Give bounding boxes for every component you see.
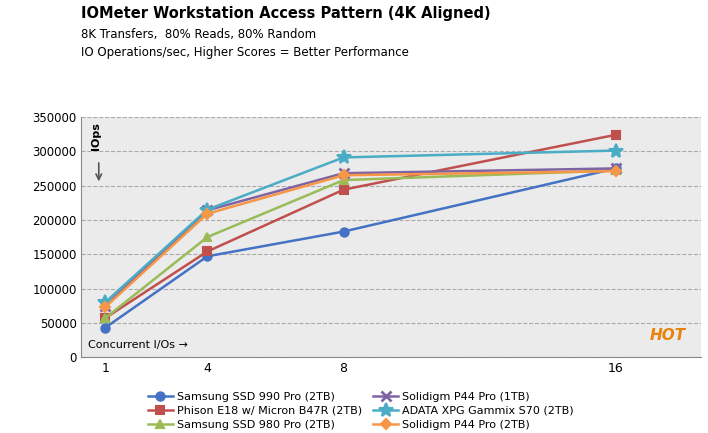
- Samsung SSD 980 Pro (2TB): [203, 235, 212, 240]
- Line: ADATA XPG Gammix S70 (2TB): ADATA XPG Gammix S70 (2TB): [98, 144, 623, 309]
- Phison E18 w/ Micron B47R (2TB): [612, 132, 620, 137]
- Legend: Samsung SSD 990 Pro (2TB), Phison E18 w/ Micron B47R (2TB), Samsung SSD 980 Pro : Samsung SSD 990 Pro (2TB), Phison E18 w/…: [148, 392, 574, 430]
- Solidigm P44 Pro (1TB): [203, 208, 212, 213]
- Line: Solidigm P44 Pro (1TB): Solidigm P44 Pro (1TB): [101, 164, 621, 310]
- Samsung SSD 980 Pro (2TB): [612, 168, 620, 173]
- ADATA XPG Gammix S70 (2TB): [203, 207, 212, 212]
- Line: Phison E18 w/ Micron B47R (2TB): Phison E18 w/ Micron B47R (2TB): [101, 131, 620, 322]
- Text: IO Operations/sec, Higher Scores = Better Performance: IO Operations/sec, Higher Scores = Bette…: [81, 46, 409, 59]
- Phison E18 w/ Micron B47R (2TB): [101, 316, 110, 321]
- Solidigm P44 Pro (2TB): [612, 168, 620, 174]
- Samsung SSD 990 Pro (2TB): [612, 166, 620, 171]
- Phison E18 w/ Micron B47R (2TB): [203, 249, 212, 254]
- Text: 8K Transfers,  80% Reads, 80% Random: 8K Transfers, 80% Reads, 80% Random: [81, 28, 316, 41]
- Text: Concurrent I/Os →: Concurrent I/Os →: [88, 340, 188, 350]
- Samsung SSD 980 Pro (2TB): [339, 178, 348, 183]
- Solidigm P44 Pro (1TB): [101, 303, 110, 308]
- Samsung SSD 980 Pro (2TB): [101, 316, 110, 321]
- Samsung SSD 990 Pro (2TB): [101, 325, 110, 330]
- Text: IOps: IOps: [91, 122, 101, 149]
- Phison E18 w/ Micron B47R (2TB): [339, 187, 348, 192]
- Samsung SSD 990 Pro (2TB): [339, 229, 348, 234]
- ADATA XPG Gammix S70 (2TB): [612, 148, 620, 153]
- Solidigm P44 Pro (2TB): [203, 211, 212, 216]
- Text: IOMeter Workstation Access Pattern (4K Aligned): IOMeter Workstation Access Pattern (4K A…: [81, 6, 491, 22]
- ADATA XPG Gammix S70 (2TB): [101, 300, 110, 305]
- Line: Samsung SSD 990 Pro (2TB): Samsung SSD 990 Pro (2TB): [101, 164, 620, 332]
- Samsung SSD 990 Pro (2TB): [203, 254, 212, 259]
- Solidigm P44 Pro (2TB): [339, 173, 348, 178]
- Solidigm P44 Pro (2TB): [101, 304, 110, 310]
- Line: Samsung SSD 980 Pro (2TB): Samsung SSD 980 Pro (2TB): [101, 166, 620, 322]
- Solidigm P44 Pro (1TB): [612, 166, 620, 171]
- ADATA XPG Gammix S70 (2TB): [339, 155, 348, 160]
- Solidigm P44 Pro (1TB): [339, 171, 348, 176]
- Text: HOT: HOT: [649, 328, 685, 343]
- Line: Solidigm P44 Pro (2TB): Solidigm P44 Pro (2TB): [102, 168, 620, 310]
